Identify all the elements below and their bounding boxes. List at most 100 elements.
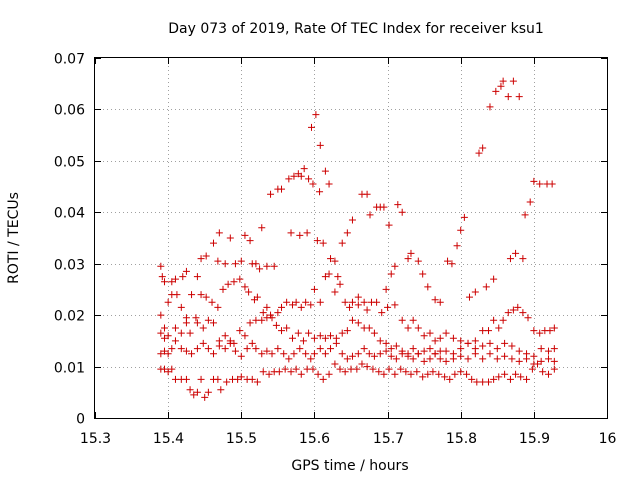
data-point [290,350,298,358]
data-point [221,345,229,353]
data-point [204,316,212,324]
data-point [177,345,185,353]
data-point [471,337,479,345]
data-point [241,332,249,340]
data-point [380,370,388,378]
data-point [546,327,554,335]
data-point [182,347,190,355]
data-point [236,275,244,283]
data-point [327,255,335,263]
data-point [214,257,222,265]
data-point [394,201,402,209]
data-point [312,111,320,119]
data-point [501,352,509,360]
data-point [256,265,264,273]
data-point [296,345,304,353]
data-point [457,226,465,234]
data-point [275,368,283,376]
data-point [358,360,366,368]
data-point [420,357,428,365]
data-point [263,262,271,270]
data-point [241,283,249,291]
data-point [376,350,384,358]
data-point [387,270,395,278]
data-point [246,237,254,245]
data-point [246,319,254,327]
data-point [307,301,315,309]
data-point [398,208,406,216]
data-point [365,350,373,358]
data-point [215,229,223,237]
data-point [509,77,517,85]
y-tick-label: 0.03 [54,258,85,274]
data-point [168,345,176,353]
data-point [404,352,412,360]
data-point [292,298,300,306]
data-point [414,324,422,332]
data-point [382,285,390,293]
data-point [160,278,168,286]
data-point [449,334,457,342]
data-point [464,339,472,347]
data-point [509,306,517,314]
data-point [506,255,514,263]
data-point [287,229,295,237]
data-point [530,327,538,335]
data-point [409,316,417,324]
data-point [325,270,333,278]
data-point [199,324,207,332]
data-point [407,249,415,257]
data-point [287,368,295,376]
data-point [182,267,190,275]
data-point [160,365,168,373]
data-point [485,378,493,386]
data-point [186,329,194,337]
data-point [413,368,421,376]
y-tick-label: 0 [76,412,85,428]
data-point [160,324,168,332]
data-point [536,329,544,337]
data-point [338,350,346,358]
data-point [537,357,545,365]
data-point [332,339,340,347]
x-axis-tick-labels: 15.3 15.4 15.5 15.6 15.7 15.8 15.9 16 [80,431,617,447]
data-point [157,329,165,337]
data-point [414,350,422,358]
data-point [550,365,558,373]
data-point [353,365,361,373]
data-point [234,375,242,383]
data-point [321,167,329,175]
data-point [449,355,457,363]
data-point [409,355,417,363]
data-point [327,332,335,340]
data-point [171,324,179,332]
data-point [199,339,207,347]
data-point [263,347,271,355]
data-point [515,357,523,365]
data-point [316,298,324,306]
data-point [253,378,261,386]
data-point [278,303,286,311]
data-point [297,172,305,180]
data-point [384,303,392,311]
data-point [177,303,185,311]
data-point [197,291,205,299]
data-point [492,87,500,95]
data-point [296,231,304,239]
data-point [385,221,393,229]
data-point [348,352,356,360]
data-point [387,352,395,360]
data-point [334,273,342,281]
data-point [331,288,339,296]
data-point [512,370,520,378]
data-point [486,339,494,347]
data-point [431,350,439,358]
data-point [299,337,307,345]
data-point [217,386,225,394]
data-point [387,345,395,353]
data-point [231,347,239,355]
data-point [508,355,516,363]
data-point [363,306,371,314]
data-point [209,319,217,327]
